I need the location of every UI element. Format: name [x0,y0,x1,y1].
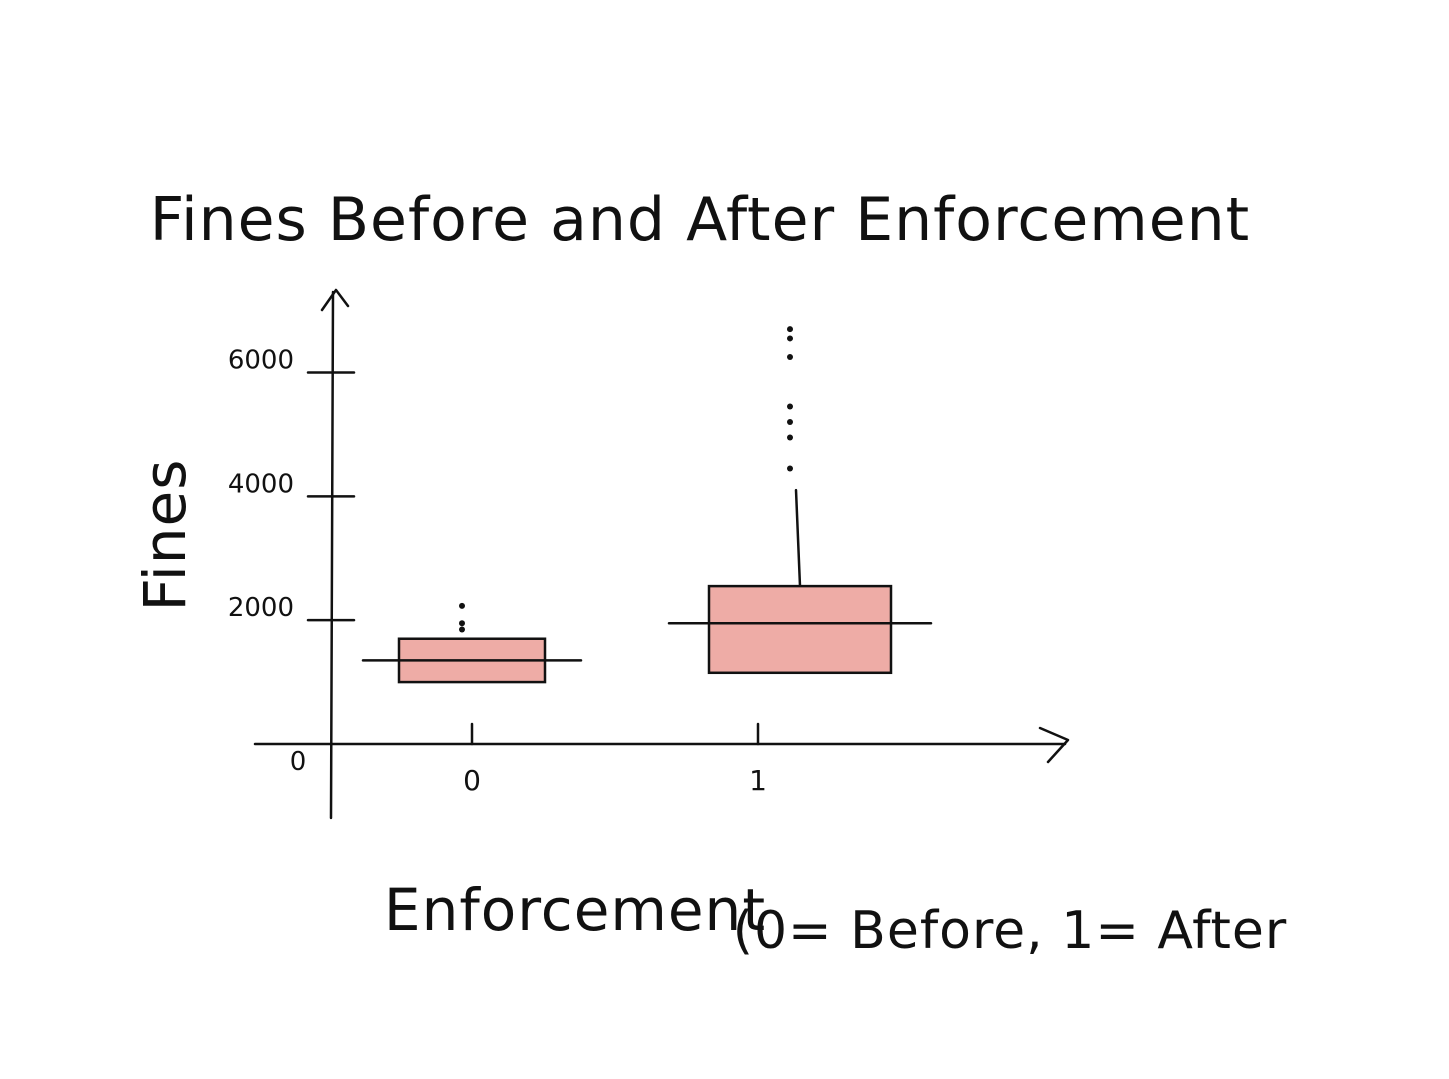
outlier-point [787,434,793,441]
outlier-point [459,626,465,633]
y-tick-label: 2000 [228,593,294,623]
y-axis-arrowhead [320,288,350,312]
outlier-point [787,335,793,342]
box-rect [707,584,893,675]
outlier-point [787,326,793,333]
y-ticks: 2000 4000 6000 [228,345,356,623]
chart-title: Fines Before and After Enforcement [150,185,1250,255]
x-axis-arrowhead [1038,726,1070,764]
whisker-line [794,488,802,588]
y-axis-line [329,290,335,820]
y-axis-label: Fines [131,459,199,612]
outlier-point [787,465,793,472]
outlier-point [787,354,793,361]
outlier-point [787,419,793,426]
origin-label: 0 [290,747,307,777]
boxes [361,326,933,684]
outlier-point [459,602,465,609]
y-tick-label: 4000 [228,469,294,499]
outlier-point [459,620,465,627]
category-note: (0= Before, 1= After [733,901,1288,961]
x-tick-label: 1 [749,764,767,797]
x-axis-label: Enforcement [384,876,766,944]
x-tick-label: 0 [463,764,481,797]
y-tick-label: 6000 [228,345,294,375]
outlier-point [787,403,793,410]
